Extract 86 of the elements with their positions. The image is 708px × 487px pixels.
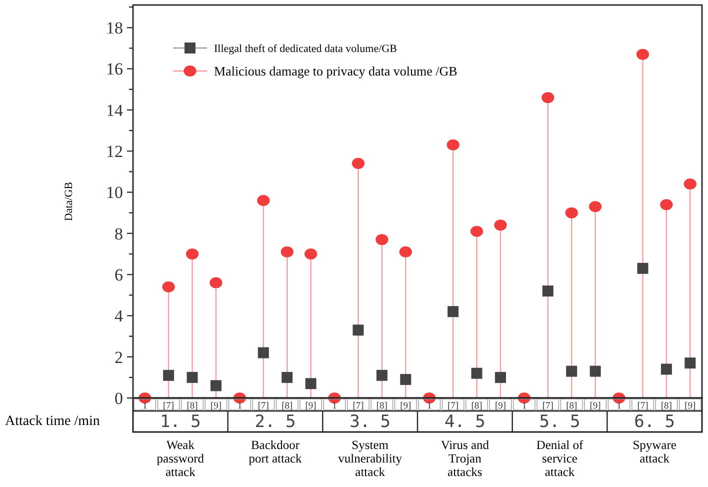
point <box>660 199 673 210</box>
text: System vulnerability attack <box>338 438 403 479</box>
x-tick-label: [8] <box>566 402 578 412</box>
x-tick-label: 1 <box>237 402 242 412</box>
point <box>162 281 175 292</box>
text: 6. 5 <box>634 412 676 432</box>
point <box>448 306 459 318</box>
y-tick-label: 18 <box>106 18 123 38</box>
point <box>684 178 696 190</box>
point <box>471 368 482 379</box>
x-tick-label: [9] <box>400 402 412 412</box>
x-tick-label: 1 <box>522 402 527 412</box>
x-axis-title: Attack time /min <box>5 414 100 429</box>
x-tick-label: [8] <box>186 402 198 412</box>
x-tick-label: [7] <box>542 402 554 412</box>
x-tick-label: [9] <box>305 402 316 412</box>
text: Denial of service attack <box>536 438 584 479</box>
x-tick-label: 1 <box>142 402 148 412</box>
x-tick-label: [8] <box>660 402 672 412</box>
text: Backdoor port attack <box>248 438 303 466</box>
x-tick-label: 1 <box>616 402 622 412</box>
text: 3. 5 <box>350 412 391 432</box>
point <box>588 201 602 212</box>
x-tick-label: [8] <box>376 402 388 412</box>
y-tick-label: 10 <box>106 183 123 202</box>
y-tick-label: 16 <box>106 60 123 79</box>
point <box>258 347 269 358</box>
point <box>590 366 601 377</box>
point <box>163 370 174 381</box>
point <box>352 158 365 169</box>
point <box>566 366 578 377</box>
y-axis-title: Data/GB <box>63 182 75 222</box>
point <box>494 372 506 383</box>
y-tick-label: 0 <box>114 388 123 408</box>
point <box>257 194 270 206</box>
x-tick-label: [7] <box>448 402 459 412</box>
y-tick-label: 8 <box>114 224 123 244</box>
point <box>304 248 318 260</box>
x-tick-label: [7] <box>637 402 648 412</box>
y-tick-label: 2 <box>114 348 123 367</box>
text: 2. 5 <box>254 412 296 432</box>
y-tick-label: 6 <box>114 265 123 284</box>
text: Virus and Trojan attacks <box>440 438 490 479</box>
x-tick-label: [9] <box>684 402 696 412</box>
x-tick-label: 1 <box>426 402 432 412</box>
text: 1. 5 <box>160 412 201 432</box>
point <box>636 48 650 60</box>
text: 5. 5 <box>539 412 580 432</box>
point <box>376 234 388 246</box>
point <box>470 226 484 237</box>
point <box>280 246 294 258</box>
point <box>282 372 293 383</box>
x-tick-label: [8] <box>282 402 293 412</box>
x-tick-label: [9] <box>494 402 506 412</box>
x-tick-label: [9] <box>590 402 601 412</box>
point <box>446 139 460 150</box>
legend-label: Malicious damage to privacy data volume /GB <box>214 64 458 79</box>
point <box>660 364 672 375</box>
point <box>494 220 507 231</box>
point <box>399 246 412 258</box>
point <box>305 378 316 390</box>
y-tick-label: 4 <box>114 306 124 326</box>
x-tick-label: [9] <box>210 402 222 412</box>
point <box>400 374 412 385</box>
x-tick-label: [7] <box>258 402 269 412</box>
point <box>186 372 198 383</box>
point <box>684 358 696 369</box>
x-tick-label: [8] <box>471 402 482 412</box>
x-tick-label: [7] <box>163 402 174 412</box>
x-tick-label: [7] <box>352 402 364 412</box>
point <box>352 324 364 336</box>
point <box>565 207 578 218</box>
point <box>542 286 554 297</box>
x-tick-label: 1 <box>332 402 338 412</box>
text: 4. 5 <box>444 412 486 432</box>
y-tick-label: 12 <box>106 142 123 162</box>
point <box>542 92 554 104</box>
legend-label: Illegal theft of dedicated data volume/GB <box>214 42 397 55</box>
point <box>186 248 199 260</box>
point <box>210 380 222 392</box>
y-tick-label: 14 <box>106 100 124 120</box>
point <box>637 262 648 274</box>
text: Weak password attack <box>156 438 205 479</box>
point <box>210 277 222 288</box>
text: Spyware attack <box>632 438 677 466</box>
point <box>376 370 388 381</box>
